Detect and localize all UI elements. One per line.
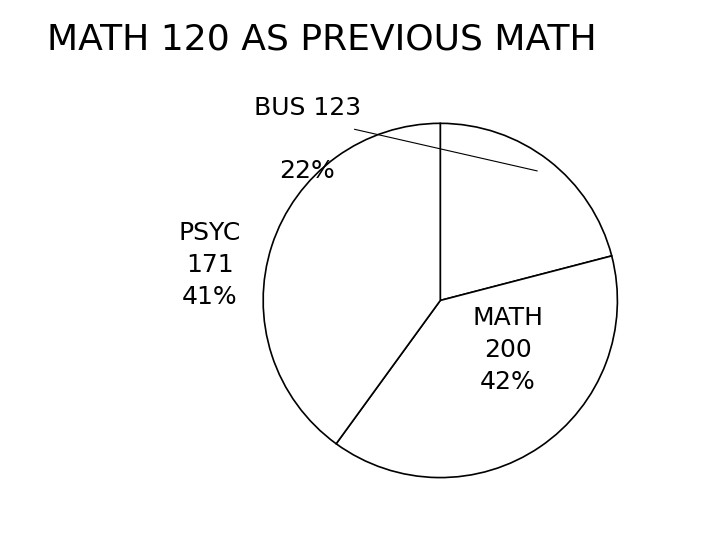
Wedge shape: [264, 123, 441, 444]
Text: BUS 123: BUS 123: [254, 96, 361, 120]
Text: 22%: 22%: [279, 159, 336, 183]
Wedge shape: [336, 256, 617, 477]
Text: MATH
200
42%: MATH 200 42%: [472, 306, 543, 394]
Text: MATH 120 AS PREVIOUS MATH: MATH 120 AS PREVIOUS MATH: [47, 22, 596, 56]
Wedge shape: [440, 123, 612, 300]
Text: PSYC
171
41%: PSYC 171 41%: [179, 221, 241, 309]
